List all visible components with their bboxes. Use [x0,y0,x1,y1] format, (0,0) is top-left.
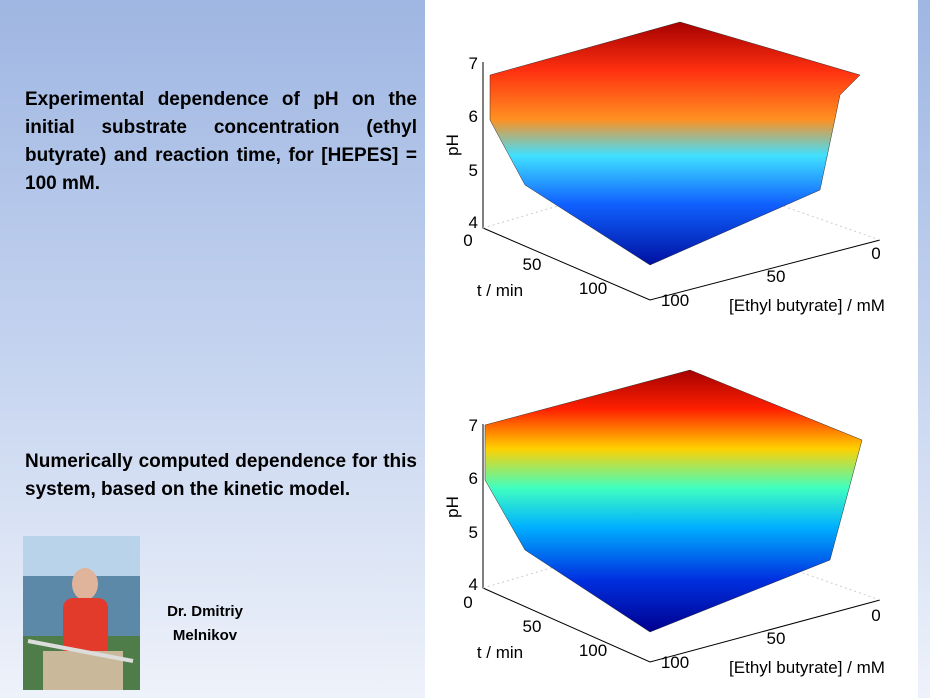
t-tick-label: 0 [463,231,472,250]
e-axis-label: [Ethyl butyrate] / mM [729,658,885,677]
e-tick-label: 50 [767,267,786,286]
t-tick-label: 50 [523,617,542,636]
t-axis-label: t / min [477,643,523,662]
t-tick-label: 50 [523,255,542,274]
t-tick-label: 100 [579,279,607,298]
z-tick-label: 5 [469,523,478,542]
description: Experimental dependence of pH on the ini… [25,89,417,194]
z-tick-label: 5 [469,161,478,180]
t-tick-label: 0 [463,593,472,612]
t-axis-label: t / min [477,281,523,300]
z-tick-label: 7 [469,416,478,435]
author-name: Melnikov [172,627,238,644]
z-axis-label: pH [443,496,462,518]
z-tick-label: 4 [469,213,478,232]
photo [23,536,140,690]
e-tick-label: 0 [871,244,880,263]
surface [482,369,881,663]
e-axis-label: [Ethyl butyrate] / mM [729,296,885,315]
e-tick-label: 100 [661,653,689,672]
description: Numerically computed dependence for this… [25,451,417,500]
z-tick-label: 4 [469,575,478,594]
surface [482,21,881,301]
e-tick-label: 0 [871,606,880,625]
z-axis-label: pH [443,134,462,156]
e-tick-label: 50 [767,629,786,648]
z-tick-label: 7 [469,54,478,73]
e-tick-label: 100 [661,291,689,310]
z-tick-label: 6 [469,469,478,488]
z-tick-label: 6 [469,107,478,126]
author-name: Dr. Dmitriy [167,603,243,620]
t-tick-label: 100 [579,641,607,660]
